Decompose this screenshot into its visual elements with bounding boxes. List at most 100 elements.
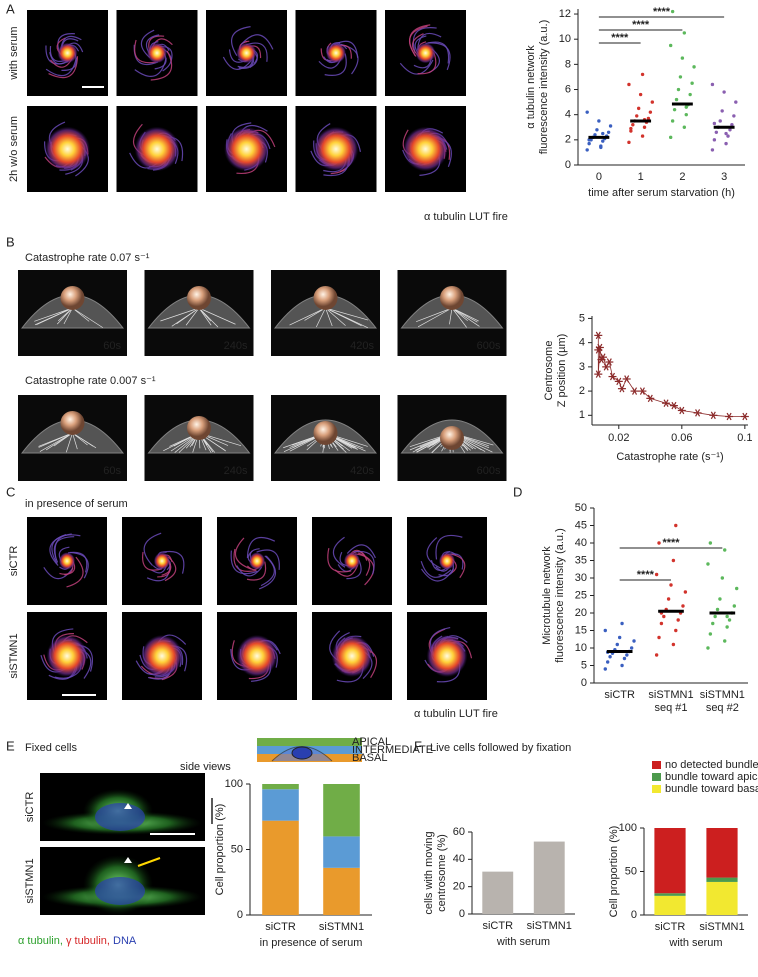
data-point — [605, 660, 610, 664]
x-tick-label: siSTMN1 seq #2 — [700, 689, 745, 714]
data-point — [722, 90, 726, 94]
time-label: 60s — [103, 340, 121, 352]
y-tick-label: 4 — [579, 337, 585, 349]
x-tick-label: siSTMN1 — [699, 921, 744, 933]
data-point — [718, 119, 722, 123]
nucleus — [291, 746, 313, 760]
data-point — [595, 128, 599, 132]
legend-swatch — [652, 761, 661, 769]
centrosome — [187, 286, 211, 310]
asterisk-point — [602, 363, 611, 371]
x-tick-label: siCTR — [265, 921, 296, 933]
micrograph — [217, 517, 297, 605]
microtubule — [325, 307, 346, 326]
data-point — [657, 541, 661, 545]
y-axis-label: fluorescence intensity (a.u.) — [554, 528, 566, 663]
micrograph — [116, 10, 198, 96]
filament — [246, 561, 267, 581]
filament — [420, 561, 452, 578]
data-point — [627, 82, 631, 87]
legend-label: BASAL — [352, 752, 387, 764]
data-point — [603, 667, 607, 671]
x-tick-label: 0.1 — [737, 432, 752, 444]
y-tick-label: 0 — [581, 677, 587, 689]
data-point — [672, 107, 677, 112]
microtubule — [451, 307, 467, 328]
filament — [140, 29, 155, 58]
bar-segment — [323, 784, 360, 837]
asterisk-stroke — [619, 384, 625, 393]
signal — [331, 634, 373, 678]
microtubule — [198, 307, 219, 328]
signal — [236, 634, 278, 678]
centrosome — [440, 426, 464, 450]
y-axis-label: Centrosome — [543, 341, 555, 401]
row-label: 2h w/o serum — [8, 116, 20, 182]
data-point — [599, 145, 603, 150]
asterisk-stroke — [606, 358, 612, 366]
filament — [327, 547, 352, 573]
signal — [426, 634, 468, 678]
asterisk-point — [594, 370, 603, 378]
filament — [43, 566, 74, 580]
row-label: siCTR — [8, 546, 20, 577]
y-tick-label: 5 — [579, 312, 585, 324]
note: side views — [180, 761, 231, 773]
panel-label: C — [6, 484, 15, 499]
signal — [223, 126, 270, 172]
data-point — [662, 614, 666, 619]
signal — [438, 552, 456, 570]
legend-label: bundle toward apical pole — [665, 771, 758, 783]
row-label: with serum — [8, 26, 20, 80]
row-label: siCTR — [24, 792, 36, 823]
data-point — [620, 663, 624, 668]
x-tick-label: 0.02 — [608, 432, 629, 444]
data-point — [650, 100, 655, 104]
filament — [246, 536, 276, 559]
data-point — [671, 642, 676, 647]
row-label: siSTMN1 — [8, 633, 20, 678]
data-point — [684, 105, 688, 109]
simulation: 240s — [144, 395, 254, 481]
simulation: 60s — [18, 270, 127, 356]
micrograph — [206, 10, 287, 96]
bar — [482, 871, 514, 914]
filament — [70, 551, 89, 579]
y-axis-label: Z position (µm) — [556, 334, 568, 408]
data-point — [723, 639, 727, 643]
data-point — [715, 607, 720, 612]
microtubule — [72, 432, 97, 449]
microtubule — [451, 307, 479, 322]
y-tick-label: 0 — [459, 908, 465, 920]
data-point — [587, 141, 591, 146]
data-point — [674, 628, 678, 633]
data-point — [608, 124, 613, 128]
filament — [346, 544, 376, 559]
row-title: Catastrophe rate 0.07 s⁻¹ — [25, 252, 150, 264]
y-tick-label: 100 — [619, 822, 637, 834]
asterisk-point — [595, 343, 604, 352]
filament — [425, 41, 450, 64]
y-tick-label: 12 — [559, 8, 571, 20]
asterisk-stroke — [639, 387, 645, 395]
x-axis-label: with serum — [668, 937, 722, 949]
data-point — [727, 618, 732, 622]
microtubule — [171, 307, 200, 327]
y-tick-label: 50 — [575, 502, 587, 514]
microtubule — [65, 432, 73, 453]
asterisk-stroke — [616, 377, 622, 386]
data-point — [720, 576, 725, 580]
time-label: 60s — [103, 465, 121, 477]
filament — [450, 553, 466, 579]
data-point — [711, 621, 715, 626]
time-label: 600s — [477, 465, 501, 477]
data-point — [682, 125, 687, 129]
x-tick-line: siSTMN1 — [700, 689, 745, 701]
time-label: 240s — [224, 465, 248, 477]
time-label: 240s — [224, 340, 248, 352]
data-point — [718, 597, 722, 601]
arrowhead — [124, 803, 132, 809]
x-tick-label: 0.06 — [671, 432, 692, 444]
asterisk-point — [608, 372, 617, 381]
